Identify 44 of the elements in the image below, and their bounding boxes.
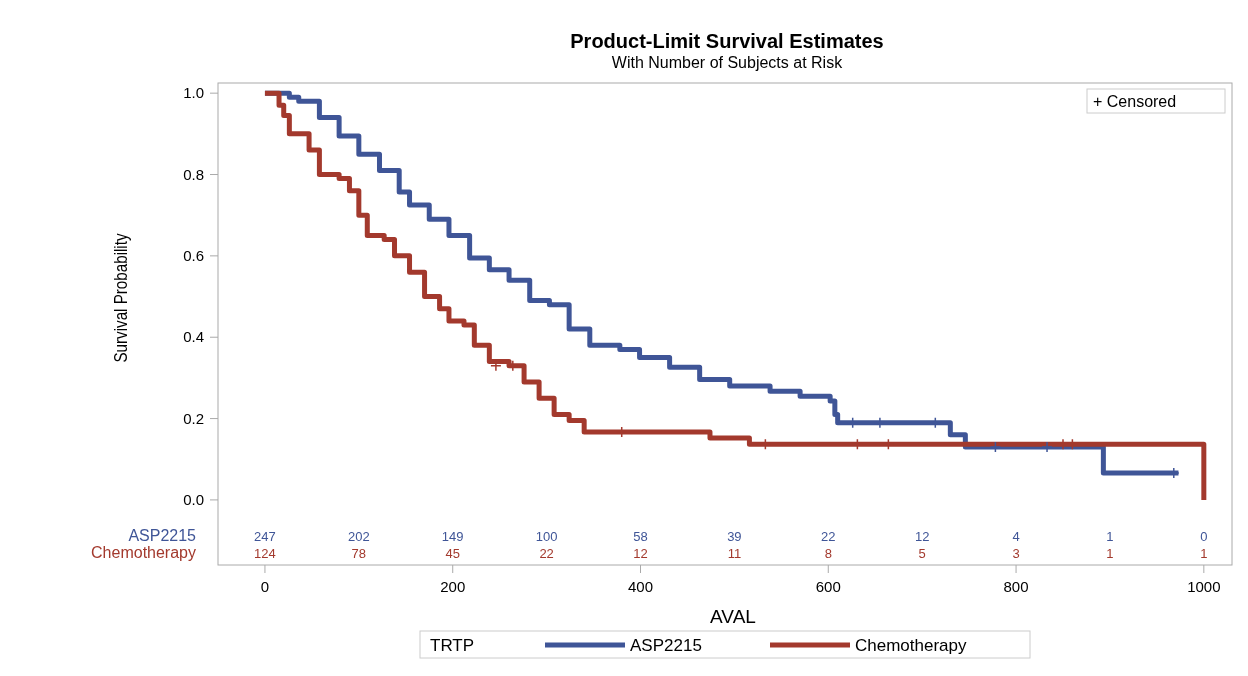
chart-title: Product-Limit Survival Estimates <box>570 30 884 52</box>
annotation: 22 <box>821 529 836 544</box>
annotation: 12 <box>633 546 648 561</box>
annotation: + Censored <box>1093 93 1177 110</box>
annotation: 124 <box>254 546 276 561</box>
annotation: 100 <box>535 529 558 544</box>
annotation: 8 <box>824 546 832 561</box>
annotation: 1 <box>1106 546 1114 561</box>
y-axis-title: Survival Probability <box>109 233 132 363</box>
text: ASP2215 <box>128 527 196 544</box>
y-tick-label: 0.6 <box>183 246 204 264</box>
annotation: 45 <box>445 546 460 561</box>
y-tick-label: 1.0 <box>183 84 204 102</box>
annotation: 12 <box>914 529 930 544</box>
legend-title: TRTP <box>430 636 475 655</box>
legend-label: ASP2215 <box>630 636 702 655</box>
x-tick-label: 0 <box>260 578 270 595</box>
annotation: 247 <box>254 529 276 544</box>
annotation: 0 <box>1200 529 1208 544</box>
x-axis-title: AVAL <box>710 606 756 627</box>
annotation: 1 <box>1106 529 1114 544</box>
x-tick-label: 400 <box>627 578 654 595</box>
annotation: 3 <box>1012 546 1020 561</box>
annotation: 149 <box>441 529 464 544</box>
annotation: 58 <box>633 529 648 544</box>
x-tick-label: 600 <box>815 578 841 595</box>
annotation: 1 <box>1200 546 1208 561</box>
y-tick-label: 0.2 <box>183 409 204 427</box>
chart-subtitle: With Number of Subjects at Risk <box>611 54 844 71</box>
y-tick-label: 0.0 <box>183 490 204 508</box>
annotation: 202 <box>347 529 370 544</box>
y-tick-label: 0.4 <box>183 328 204 346</box>
annotation: 78 <box>351 546 367 561</box>
annotation: 4 <box>1012 529 1020 544</box>
legend-label: Chemotherapy <box>855 636 967 655</box>
text: Chemotherapy <box>91 544 196 561</box>
annotation: 11 <box>727 546 742 561</box>
annotation: 22 <box>539 546 554 561</box>
x-tick-label: 200 <box>440 578 466 595</box>
annotation: 5 <box>918 546 926 561</box>
x-tick-label: 800 <box>1003 578 1029 595</box>
x-tick-label: 1000 <box>1187 578 1221 595</box>
annotation: 39 <box>727 529 742 544</box>
y-tick-label: 0.8 <box>183 165 204 183</box>
